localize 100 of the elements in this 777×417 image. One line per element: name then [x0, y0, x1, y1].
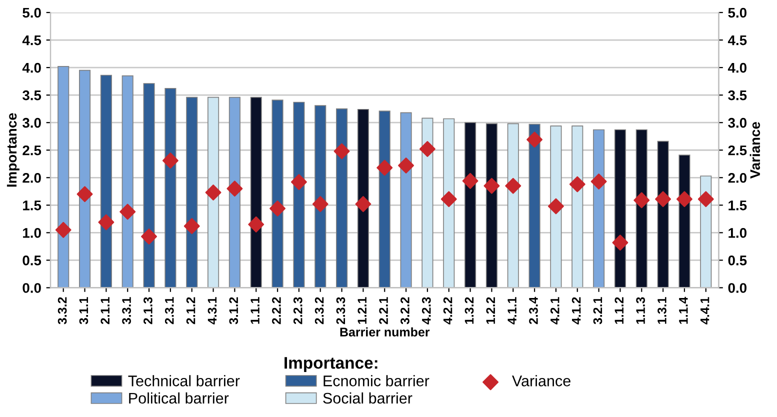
y2-tick-label: 1.5 [728, 200, 747, 210]
x-tick-label: 4.2.2 [443, 297, 452, 324]
point [462, 172, 478, 189]
y2-tick-label: 0.5 [728, 256, 747, 266]
x-tick-label: 2.2.2 [272, 297, 281, 324]
y-tick-label: 2.0 [22, 172, 41, 183]
legend-title: Importance: [284, 357, 378, 372]
point [419, 141, 436, 157]
x-tick-label: 4.4.1 [700, 297, 710, 324]
y-tick-label: 4.0 [22, 62, 41, 73]
point [440, 191, 457, 208]
bar [272, 100, 284, 288]
y-tick-label: 3.5 [22, 90, 42, 100]
bar [507, 123, 519, 288]
x-tick-label: 3.3.2 [58, 297, 67, 324]
x-tick-label: 4.2.1 [550, 297, 560, 324]
x-tick-label: 1.1.3 [636, 297, 645, 324]
x-tick-label: 1.1.1 [250, 297, 260, 324]
bar [378, 110, 390, 288]
point [98, 214, 114, 230]
x-tick-label: 1.1.2 [614, 297, 624, 324]
bar [250, 96, 262, 288]
y2-tick-label: 4.0 [728, 62, 746, 73]
x-tick-label: 1.3.1 [658, 297, 666, 324]
bar [143, 83, 155, 288]
bar [657, 140, 669, 288]
legend-label: Variance [512, 375, 570, 386]
point [590, 174, 607, 190]
y2-axis-title: Variance [750, 122, 760, 179]
bar [593, 129, 605, 288]
legend-label: Social barrier [323, 392, 412, 404]
bar [314, 105, 326, 288]
x-tick-label: 1.1.4 [679, 296, 688, 324]
bar [228, 96, 240, 288]
x-tick-label: 4.1.2 [572, 297, 581, 324]
x-axis-title: Barrier number [340, 327, 430, 337]
y-tick-label: 5.0 [22, 8, 41, 18]
bar [422, 118, 434, 288]
bar [208, 96, 220, 288]
bar [357, 108, 369, 288]
y2-tick-label: 1.0 [728, 228, 746, 238]
point [76, 186, 93, 202]
point [698, 191, 714, 208]
point [355, 196, 372, 212]
y2-tick-label: 2.0 [728, 172, 746, 183]
point [120, 204, 136, 220]
point [655, 191, 672, 208]
bar [614, 129, 626, 288]
point [312, 196, 328, 212]
bar [700, 176, 712, 288]
point [526, 132, 543, 148]
legend-label: Political barrier [129, 392, 229, 404]
point [270, 200, 286, 216]
point [376, 160, 393, 176]
x-tick-label: 3.3.1 [122, 297, 131, 324]
bar [122, 75, 134, 288]
point [569, 176, 586, 192]
bar [678, 154, 690, 288]
x-tick-label: 2.1.1 [100, 297, 110, 324]
y-tick-label: 0.0 [22, 283, 41, 293]
x-tick-label: 2.1.2 [186, 297, 196, 324]
bar [58, 66, 70, 288]
x-tick-label: 4.2.3 [422, 297, 431, 324]
point [141, 228, 158, 245]
y-tick-label: 1.0 [23, 228, 41, 238]
bar [464, 122, 476, 288]
x-tick-label: 2.3.3 [336, 297, 346, 324]
y2-tick-label: 2.5 [728, 145, 747, 156]
bar [572, 125, 584, 288]
y2-tick-label: 3.0 [728, 118, 746, 128]
y-tick-label: 2.5 [22, 145, 42, 156]
point [290, 174, 307, 190]
bar [293, 102, 305, 288]
bar [100, 74, 112, 288]
bar [186, 96, 198, 288]
bar [636, 129, 648, 288]
x-tick-label: 1.2.2 [486, 297, 495, 324]
point [334, 143, 350, 160]
point [184, 218, 200, 234]
y-tick-label: 3.0 [22, 118, 41, 128]
legend-label: Ecnomic barrier [324, 375, 430, 386]
x-tick-label: 3.2.2 [400, 297, 410, 324]
x-tick-label: 3.2.1 [593, 297, 602, 324]
point [248, 216, 264, 232]
y-axis-title: Importance [6, 113, 20, 187]
point [398, 158, 414, 174]
point [226, 180, 243, 197]
point [505, 178, 522, 194]
point [55, 222, 72, 238]
bar [486, 123, 498, 288]
y-tick-label: 1.5 [23, 200, 42, 210]
y2-tick-label: 0.0 [728, 283, 746, 293]
x-tick-label: 3.1.1 [79, 297, 88, 324]
bar [443, 118, 455, 288]
y2-tick-label: 5.0 [728, 8, 746, 18]
point [676, 191, 692, 208]
point [205, 184, 222, 200]
x-tick-label: 2.1.3 [144, 297, 152, 324]
x-tick-label: 2.2.3 [293, 297, 302, 324]
x-tick-label: 2.3.4 [529, 296, 538, 324]
